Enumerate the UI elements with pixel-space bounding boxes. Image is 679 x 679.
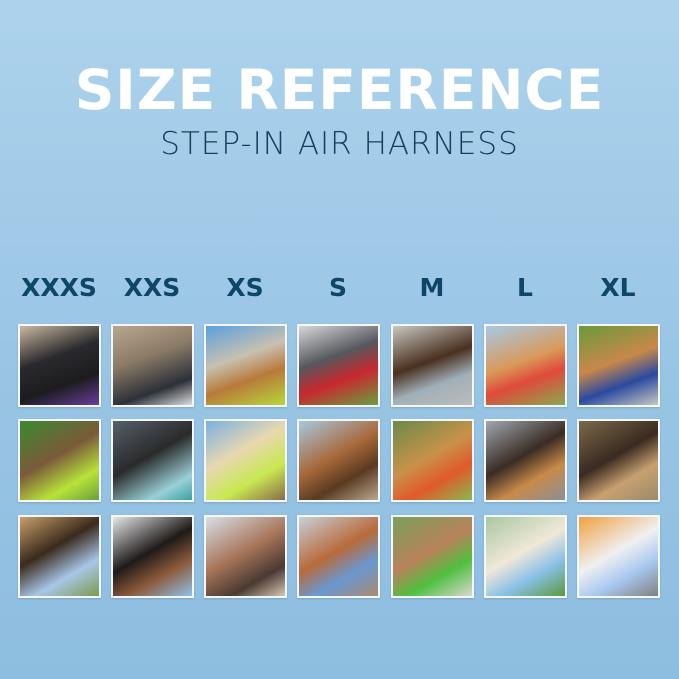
size-label-xxs: XXS bbox=[123, 273, 181, 302]
pet-photo-s-1 bbox=[297, 324, 380, 407]
pet-photo-xxs-2 bbox=[111, 419, 194, 502]
pet-photo-xxxs-1 bbox=[18, 324, 101, 407]
pet-photo-m-3 bbox=[391, 515, 474, 598]
pet-photo-xl-2 bbox=[577, 419, 660, 502]
pet-photo-xl-3 bbox=[577, 515, 660, 598]
pet-photo-xxxs-3 bbox=[18, 515, 101, 598]
pet-photo-l-3 bbox=[484, 515, 567, 598]
pet-photo-s-2 bbox=[297, 419, 380, 502]
pet-photo-xxs-1 bbox=[111, 324, 194, 407]
size-label-s: S bbox=[328, 273, 347, 302]
pet-photo-m-2 bbox=[391, 419, 474, 502]
pet-photo-l-1 bbox=[484, 324, 567, 407]
pet-photo-xs-1 bbox=[204, 324, 287, 407]
page-title: SIZE REFERENCE bbox=[74, 58, 605, 122]
pet-photo-xl-1 bbox=[577, 324, 660, 407]
pet-photo-xxs-3 bbox=[111, 515, 194, 598]
pet-photo-l-2 bbox=[484, 419, 567, 502]
size-label-l: L bbox=[517, 273, 533, 302]
size-label-xxxs: XXXS bbox=[21, 273, 97, 302]
size-label-xs: XS bbox=[226, 273, 264, 302]
pet-photo-xxxs-2 bbox=[18, 419, 101, 502]
pet-photo-xs-3 bbox=[204, 515, 287, 598]
pet-photo-m-1 bbox=[391, 324, 474, 407]
pet-photo-s-3 bbox=[297, 515, 380, 598]
size-label-m: M bbox=[419, 273, 445, 302]
page-subtitle: STEP-IN AIR HARNESS bbox=[160, 126, 519, 162]
pet-photo-xs-2 bbox=[204, 419, 287, 502]
size-label-xl: XL bbox=[600, 273, 636, 302]
